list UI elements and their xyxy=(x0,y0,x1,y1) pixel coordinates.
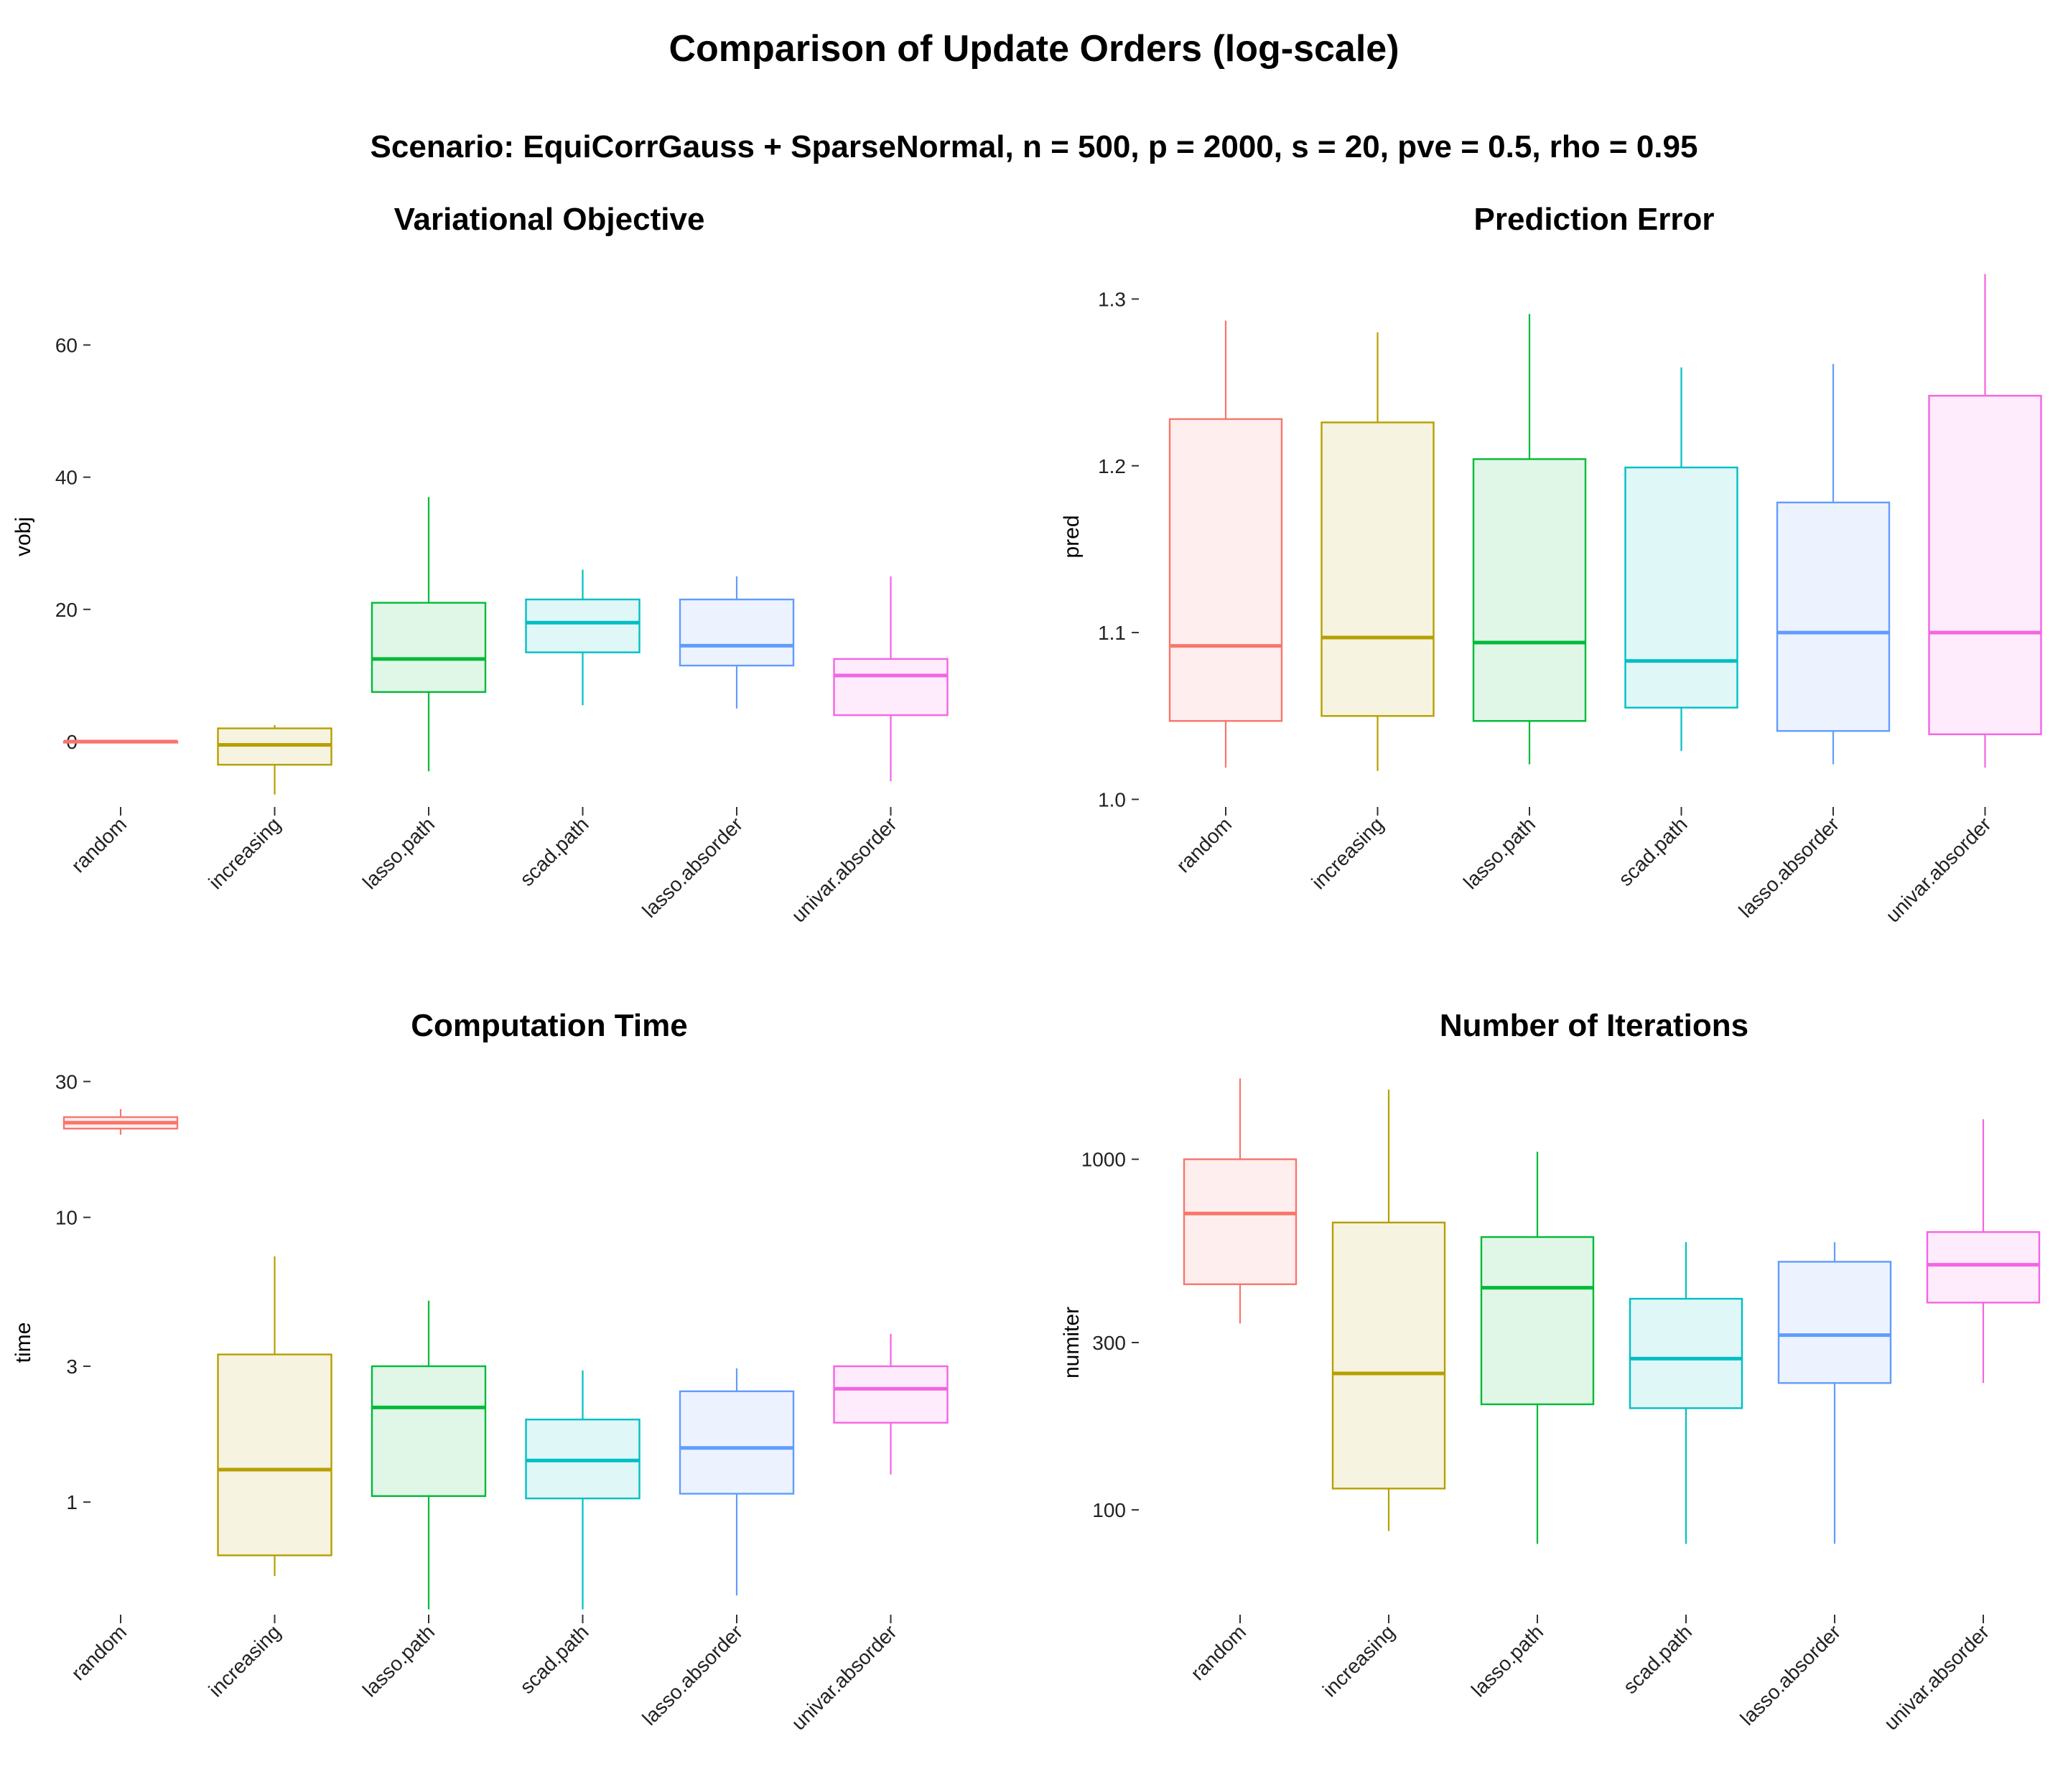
y-tick-label: 1 xyxy=(66,1491,78,1513)
box-iqr xyxy=(833,1365,949,1424)
x-tick-label: increasing xyxy=(205,1620,285,1701)
box-iqr xyxy=(1331,1221,1446,1490)
box-iqr xyxy=(217,1353,332,1557)
y-tick-label: 30 xyxy=(55,1070,78,1093)
box-iqr xyxy=(1629,1297,1743,1409)
box-lasso-absorder xyxy=(679,1368,795,1596)
panel-variational-objective: Variational Objectivevobj0204060randomin… xyxy=(11,202,949,927)
box-lasso-path xyxy=(1480,1152,1595,1544)
box-scad-path xyxy=(1624,367,1738,752)
y-axis-label: pred xyxy=(1060,515,1084,558)
panel-title: Variational Objective xyxy=(394,202,705,237)
panel-title: Computation Time xyxy=(411,1008,687,1043)
box-random xyxy=(62,1109,179,1135)
box-iqr xyxy=(1624,466,1738,709)
x-tick-label: increasing xyxy=(205,813,285,893)
box-iqr xyxy=(833,658,949,717)
y-tick-label: 3 xyxy=(66,1355,78,1378)
box-iqr xyxy=(1926,1231,2041,1304)
x-tick-label: lasso.absorder xyxy=(1736,1620,1845,1730)
box-iqr xyxy=(1480,1236,1595,1406)
x-tick-label: lasso.path xyxy=(1467,1620,1547,1701)
figure-title: Comparison of Update Orders (log-scale) xyxy=(669,28,1399,70)
box-iqr xyxy=(679,1390,795,1495)
x-tick-label: random xyxy=(67,1620,131,1684)
box-lasso-path xyxy=(371,1300,487,1610)
y-tick-label: 1.3 xyxy=(1098,288,1126,310)
box-iqr xyxy=(1168,418,1283,722)
y-tick-label: 20 xyxy=(55,599,78,621)
x-tick-label: univar.absorder xyxy=(787,1620,900,1734)
x-tick-label: lasso.absorder xyxy=(1734,813,1843,922)
x-tick-label: lasso.path xyxy=(358,1620,439,1701)
panel-title: Prediction Error xyxy=(1474,202,1715,237)
panel-number-of-iterations: Number of Iterations numiter 100 300 1000 ran… xyxy=(1060,1008,2041,1735)
panel-prediction-error: Prediction Error pred 1.0 1.1 1.2 1.3 random in… xyxy=(1060,202,2042,927)
y-axis-label: time xyxy=(11,1322,35,1363)
x-tick-label: scad.path xyxy=(516,1620,593,1698)
box-univar-absorder xyxy=(1928,274,2042,768)
box-random xyxy=(1168,320,1283,768)
box-iqr xyxy=(1472,458,1587,722)
x-tick-label: lasso.absorder xyxy=(638,813,747,922)
x-tick-label: lasso.absorder xyxy=(638,1620,747,1730)
y-tick-label: 1.2 xyxy=(1098,455,1126,477)
x-tick-label: scad.path xyxy=(1618,1620,1696,1698)
y-tick-label: 100 xyxy=(1092,1499,1126,1521)
panel-computation-time: Computation Time time 1 3 10 30 random increasi… xyxy=(11,1008,949,1735)
box-scad-path xyxy=(525,1370,641,1610)
box-univar-absorder xyxy=(833,1333,949,1475)
box-iqr xyxy=(371,1365,487,1497)
x-tick-label: increasing xyxy=(1318,1620,1399,1701)
box-lasso-path xyxy=(371,497,487,772)
x-tick-label: lasso.path xyxy=(358,813,439,893)
box-iqr xyxy=(1183,1158,1298,1285)
y-tick-label: 40 xyxy=(55,467,78,489)
box-increasing xyxy=(1331,1089,1446,1531)
x-tick-label: univar.absorder xyxy=(1880,1620,1993,1734)
x-tick-label: random xyxy=(1186,1620,1250,1684)
box-iqr xyxy=(525,598,641,653)
panel-title: Number of Iterations xyxy=(1440,1008,1748,1043)
y-tick-label: 1.1 xyxy=(1098,622,1126,644)
box-lasso-absorder xyxy=(1776,364,1891,765)
x-tick-label: univar.absorder xyxy=(787,813,900,926)
box-iqr xyxy=(1777,1261,1892,1384)
x-tick-label: random xyxy=(67,813,131,877)
box-univar-absorder xyxy=(1926,1119,2041,1383)
box-iqr xyxy=(371,602,487,694)
box-scad-path xyxy=(525,569,641,706)
box-univar-absorder xyxy=(833,576,949,782)
y-tick-label: 10 xyxy=(55,1207,78,1229)
x-tick-label: scad.path xyxy=(1614,813,1692,890)
box-iqr xyxy=(1321,421,1435,717)
x-tick-label: scad.path xyxy=(516,813,593,890)
y-tick-label: 1.0 xyxy=(1098,788,1126,811)
x-tick-label: increasing xyxy=(1308,813,1388,893)
box-lasso-absorder xyxy=(1777,1242,1892,1544)
box-lasso-absorder xyxy=(679,576,795,709)
box-iqr xyxy=(679,598,795,667)
box-random xyxy=(62,739,179,744)
x-tick-label: random xyxy=(1172,813,1236,877)
box-increasing xyxy=(217,724,332,795)
box-increasing xyxy=(1321,332,1435,771)
box-increasing xyxy=(217,1256,332,1577)
x-tick-label: lasso.path xyxy=(1459,813,1540,893)
box-lasso-path xyxy=(1472,314,1587,765)
y-axis-label: vobj xyxy=(11,517,35,556)
y-tick-label: 1000 xyxy=(1081,1149,1126,1171)
box-scad-path xyxy=(1629,1242,1743,1544)
figure-subtitle: Scenario: EquiCorrGauss + SparseNormal, … xyxy=(370,129,1698,164)
box-iqr xyxy=(1776,501,1891,732)
y-axis-label: numiter xyxy=(1060,1307,1084,1378)
y-tick-label: 60 xyxy=(55,334,78,356)
box-random xyxy=(1183,1078,1298,1324)
box-iqr xyxy=(1928,395,2042,735)
x-tick-label: univar.absorder xyxy=(1881,813,1995,926)
y-tick-label: 300 xyxy=(1092,1332,1126,1354)
